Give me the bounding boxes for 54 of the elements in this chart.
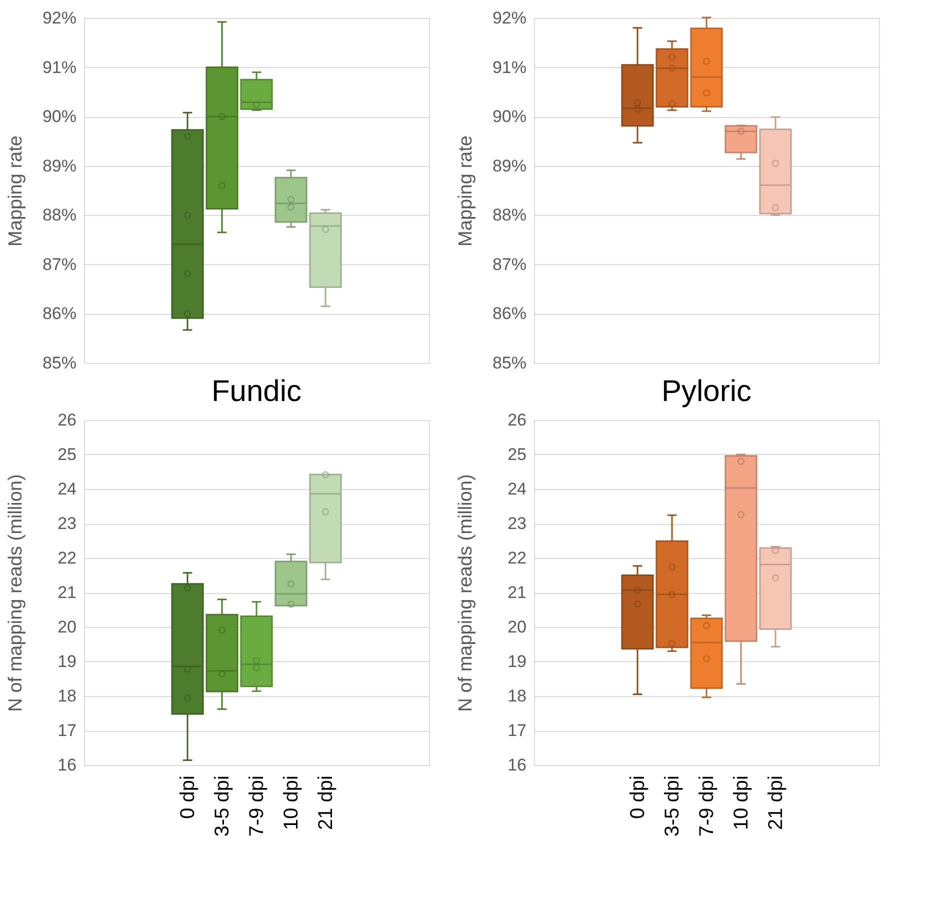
- y-tick-label: 90%: [492, 107, 526, 126]
- y-tick-label: 86%: [42, 304, 76, 324]
- x-tick-label: 3-5 dpi: [212, 776, 234, 837]
- y-tick-label: 26: [508, 410, 526, 430]
- y-tick-label: 22: [58, 548, 76, 568]
- y-tick-label: 88%: [492, 206, 526, 225]
- y-tick-label: 21: [58, 583, 76, 602]
- y-axis-title: Mapping rate: [456, 136, 476, 246]
- x-tick-label: 0 dpi: [627, 776, 649, 819]
- chart-title: Pyloric: [661, 375, 752, 408]
- x-tick-label: 0 dpi: [177, 776, 199, 819]
- y-tick-label: 86%: [492, 304, 526, 324]
- x-tick-label: 7-9 dpi: [696, 776, 718, 837]
- y-tick-label: 85%: [492, 354, 526, 372]
- y-tick-label: 24: [58, 480, 76, 498]
- y-tick-label: 18: [508, 686, 526, 706]
- y-tick-label: 21: [508, 583, 526, 602]
- y-tick-label: 19: [58, 652, 76, 671]
- y-tick-label: 91%: [492, 58, 526, 77]
- y-tick-label: 19: [508, 652, 526, 671]
- y-tick-label: 24: [508, 480, 526, 498]
- y-tick-label: 91%: [42, 58, 76, 77]
- x-tick-label: 7-9 dpi: [246, 776, 268, 837]
- y-tick-label: 17: [508, 721, 526, 740]
- y-tick-label: 20: [508, 618, 526, 636]
- y-tick-label: 89%: [492, 156, 526, 176]
- y-tick-label: 89%: [42, 156, 76, 176]
- y-tick-label: 85%: [42, 354, 76, 372]
- y-tick-label: 92%: [42, 8, 76, 28]
- chart-title: Fundic: [211, 375, 302, 408]
- y-tick-label: 17: [58, 721, 76, 740]
- y-tick-label: 25: [58, 445, 76, 464]
- y-tick-label: 87%: [492, 254, 526, 274]
- y-tick-label: 90%: [42, 107, 76, 126]
- y-tick-label: 18: [58, 686, 76, 706]
- y-tick-label: 23: [508, 514, 526, 533]
- y-tick-label: 22: [508, 548, 526, 568]
- y-tick-label: 16: [58, 756, 76, 774]
- x-tick-label: 21 dpi: [315, 776, 337, 830]
- y-axis-title: N of mapping reads (million): [456, 474, 476, 712]
- y-tick-label: 25: [508, 445, 526, 464]
- y-axis-title: N of mapping reads (million): [6, 474, 26, 712]
- y-axis-title: Mapping rate: [6, 136, 26, 246]
- x-tick-label: 21 dpi: [765, 776, 787, 830]
- y-tick-label: 20: [58, 618, 76, 636]
- x-tick-label: 10 dpi: [280, 776, 302, 830]
- y-tick-label: 26: [58, 410, 76, 430]
- x-tick-label: 3-5 dpi: [662, 776, 684, 837]
- y-tick-label: 92%: [492, 8, 526, 28]
- y-tick-label: 23: [58, 514, 76, 533]
- x-tick-label: 10 dpi: [730, 776, 752, 830]
- y-tick-label: 87%: [42, 254, 76, 274]
- y-tick-label: 16: [508, 756, 526, 774]
- y-tick-label: 88%: [42, 206, 76, 225]
